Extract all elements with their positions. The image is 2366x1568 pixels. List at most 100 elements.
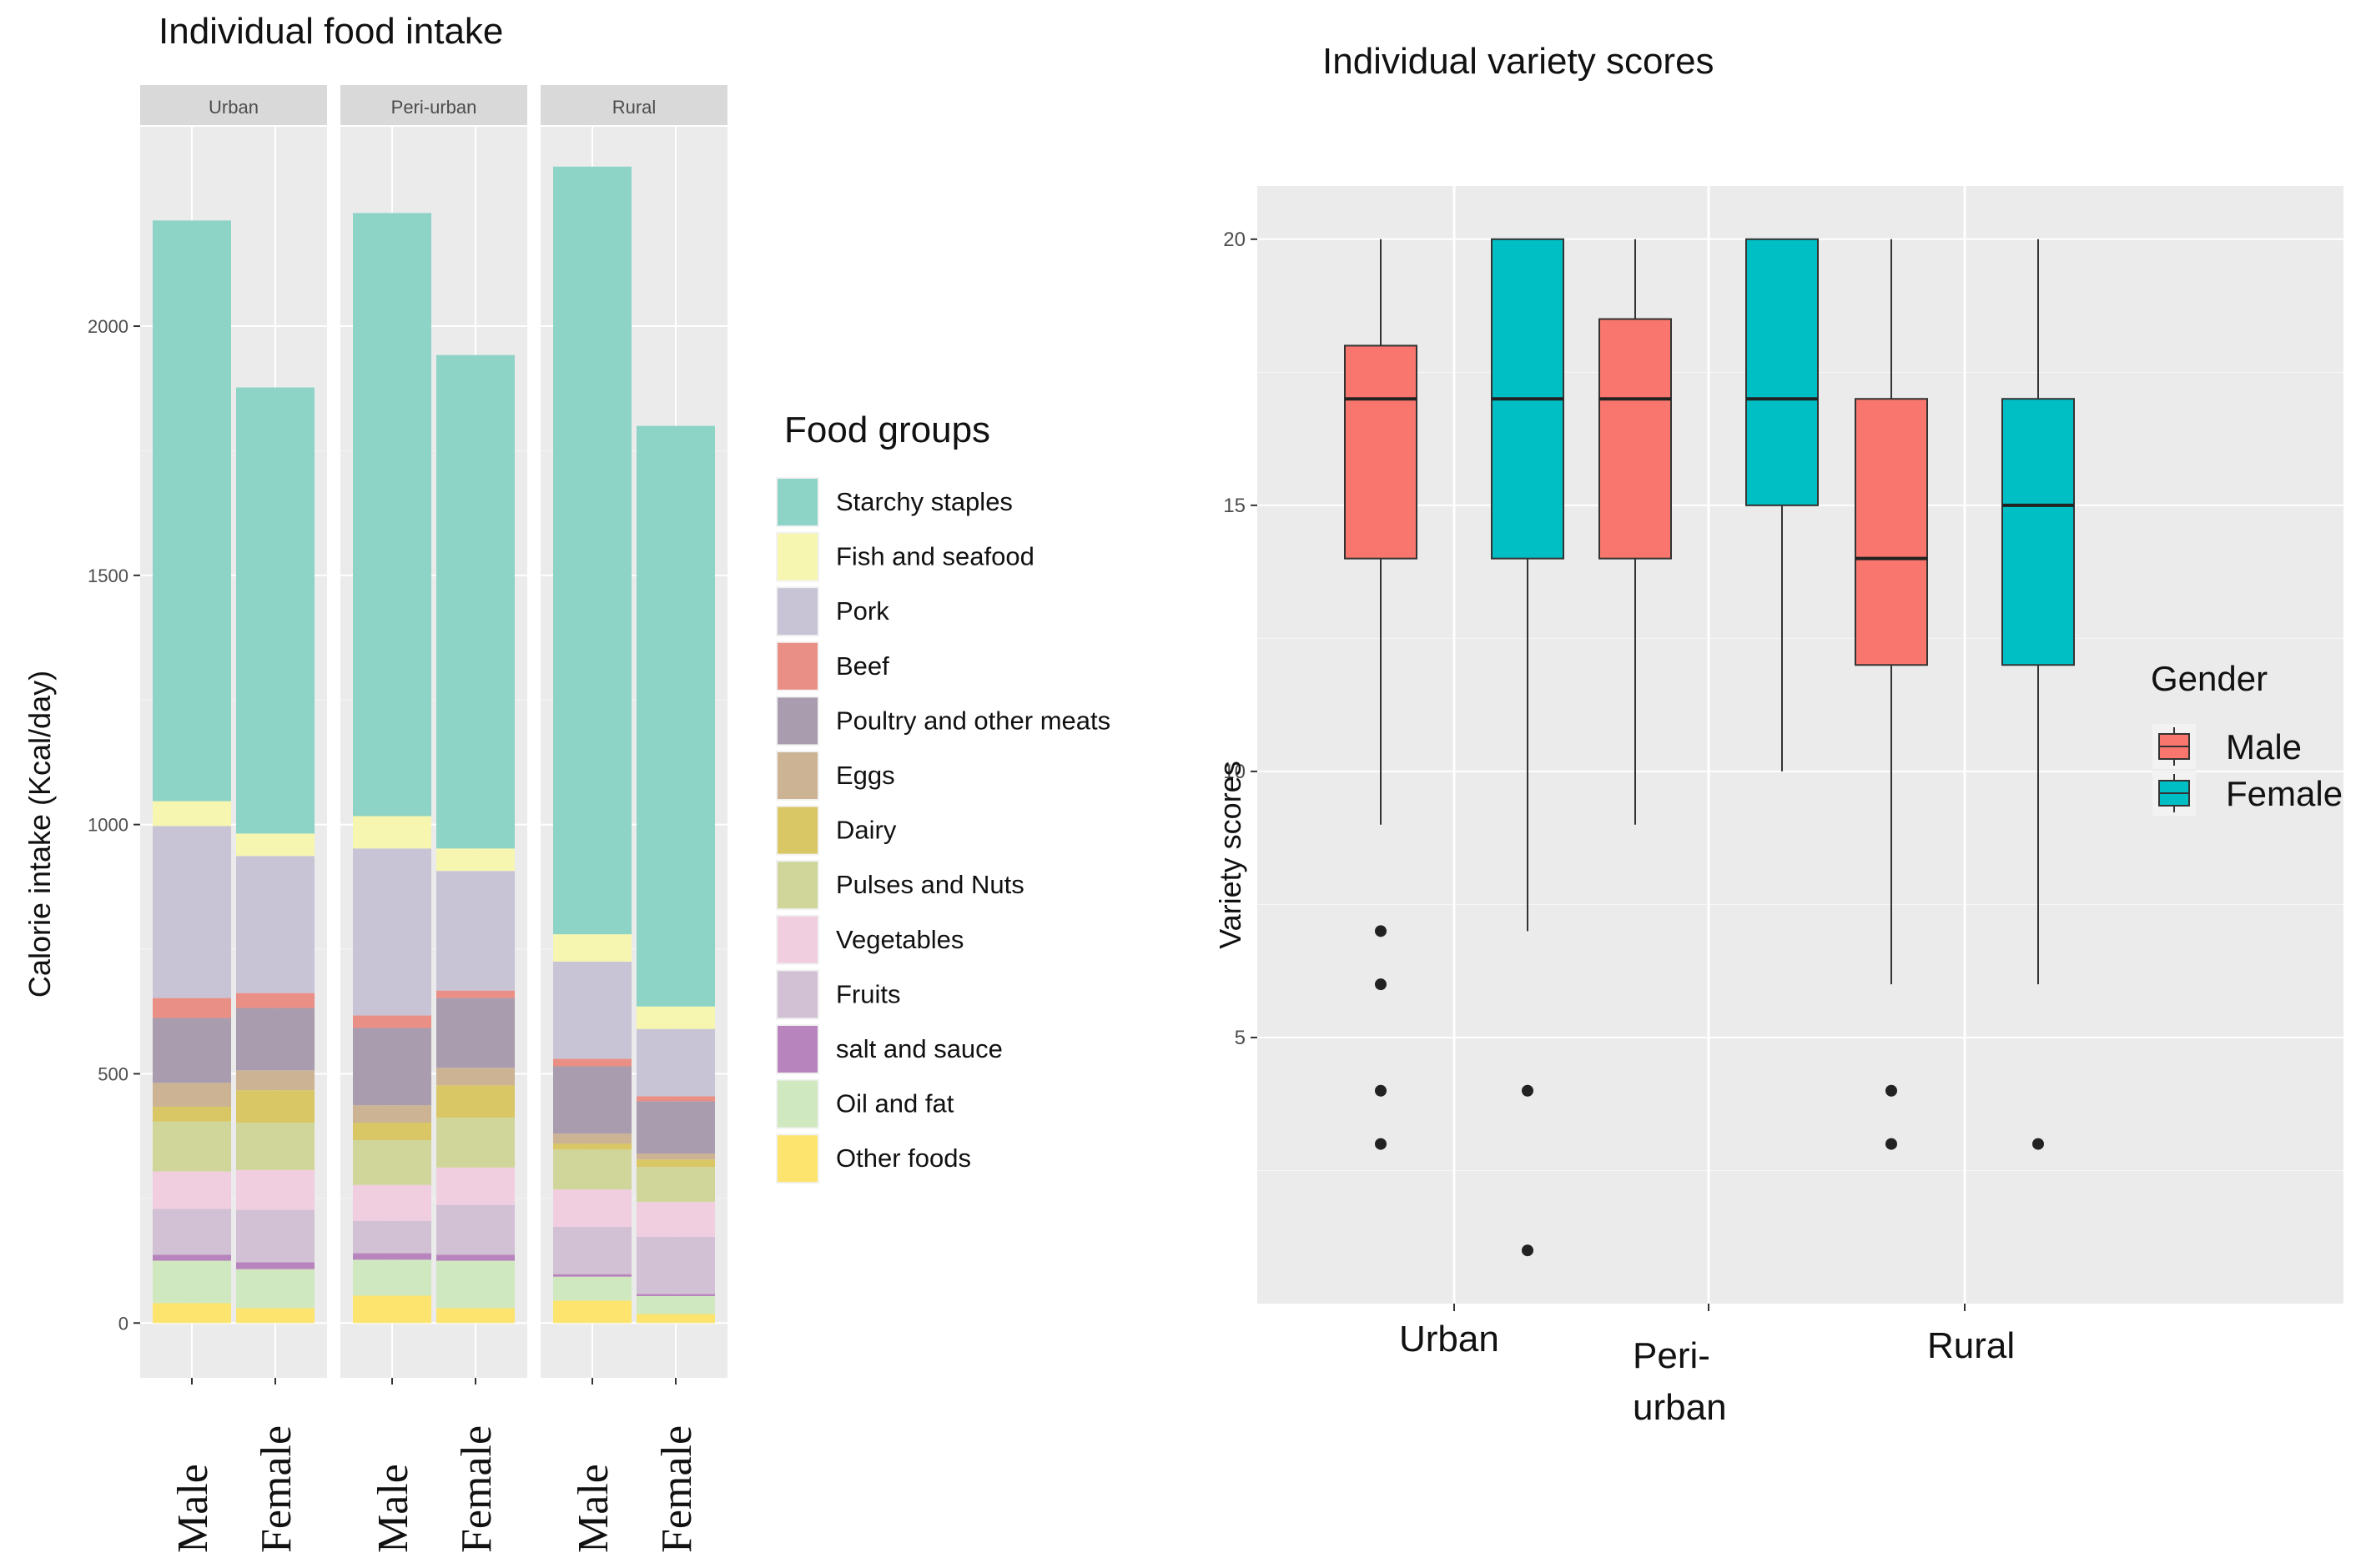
bar-segment-poultry-and-other-meats-male [553,1066,632,1134]
y-tick-label: 500 [98,1063,128,1084]
legend-item-oil-and-fat: Oil and fat [776,1078,954,1129]
y-tick-label: 15 [1223,495,1246,517]
legend-item-salt-and-sauce: salt and sauce [776,1024,1003,1074]
bar-segment-eggs-male [353,1105,431,1123]
bar-segment-pork-male [353,848,431,1016]
facet-panel-urban: Urban [140,85,327,1378]
legend-item-eggs: Eggs [776,751,895,801]
legend-swatch [778,697,818,745]
bar-segment-vegetables-female [236,1169,315,1210]
legend-label: Male [2226,727,2302,766]
legend-label: Starchy staples [836,487,1013,516]
legend-label: Eggs [836,761,895,790]
legend-swatch [778,642,818,690]
outlier-point [1885,1084,1897,1097]
x-tick-label-female: Female [653,1425,701,1553]
outlier-point [1375,925,1387,937]
bar-segment-salt-and-sauce-female [236,1262,315,1269]
legend-swatch [778,752,818,799]
box-body [2001,398,2075,666]
box-peri-urban-male [1598,239,1672,825]
bar-segment-beef-female [236,993,315,1008]
facet-strip-label: Peri-urban [391,97,477,118]
x-tick-label-rural: Rural [1927,1325,2015,1366]
legend-item-starchy-staples: Starchy staples [776,477,1013,527]
x-tick-label-male: Male [169,1464,217,1553]
legend-swatch [778,588,818,636]
legend-label: Fruits [836,979,901,1008]
bar-segment-eggs-male [153,1083,231,1107]
box-peri-urban-female [1745,238,1819,771]
legend-label: Pork [836,596,889,626]
legend-item-beef: Beef [776,641,889,691]
bar-segment-poultry-and-other-meats-male [353,1028,431,1106]
legend-item-pulses-and-nuts: Pulses and Nuts [776,860,1024,911]
facet-strip-label: Rural [612,97,657,118]
bar-segment-other-foods-female [637,1314,715,1324]
bar-segment-salt-and-sauce-male [353,1253,431,1260]
bar-segment-beef-male [353,1015,431,1028]
x-tick-label-male: Male [570,1464,617,1553]
facet-strip-label: Urban [209,97,259,118]
bar-segment-fish-and-seafood-female [637,1006,715,1029]
bar-segment-vegetables-male [353,1184,431,1221]
bar-segment-poultry-and-other-meats-male [153,1018,231,1083]
variety-y-axis-label: Variety scores [1213,761,1247,948]
legend-title: Gender [2151,659,2268,698]
facet-panel-peri-urban: Peri-urban [340,85,527,1378]
variety-scores-chart: Individual variety scores 5 10 15 20 Variet… [1213,41,2343,1428]
facet-strip [140,85,327,125]
bar-segment-eggs-female [436,1068,515,1086]
x-tick-label-peri-urban: urban [1633,1387,1727,1428]
bar-segment-pulses-and-nuts-female [637,1167,715,1203]
bar-segment-pulses-and-nuts-male [353,1139,431,1185]
bar-segment-fish-and-seafood-male [553,934,632,962]
bar-segment-salt-and-sauce-male [553,1274,632,1277]
bar-segment-eggs-female [236,1070,315,1091]
legend-label: Vegetables [836,925,964,954]
bar-segment-other-foods-male [553,1300,632,1324]
bar-segment-other-foods-female [436,1308,515,1324]
box-body [1745,238,1819,506]
bar-segment-fruits-male [553,1226,632,1274]
bar-segment-poultry-and-other-meats-female [436,998,515,1068]
legend-item-dairy: Dairy [776,805,897,856]
bar-segment-starchy-staples-female [436,354,515,849]
bar-segment-fish-and-seafood-male [353,816,431,849]
bar-segment-oil-and-fat-female [637,1295,715,1314]
bar-segment-dairy-female [436,1085,515,1118]
box-urban-male [1344,239,1417,1150]
facet-panel-rural: Rural [541,85,727,1378]
bar-segment-starchy-staples-female [637,425,715,1007]
legend-label: Fish and seafood [836,542,1034,571]
bar-segment-starchy-staples-male [153,220,231,802]
x-tick-label-female: Female [453,1425,501,1553]
bar-segment-pulses-and-nuts-male [153,1121,231,1172]
legend-label: salt and sauce [836,1034,1003,1063]
bar-segment-starchy-staples-female [236,387,315,834]
legend-label: Pulses and Nuts [836,870,1024,899]
outlier-point [1375,1138,1387,1150]
bar-segment-eggs-female [637,1153,715,1160]
bar-segment-fish-and-seafood-female [436,848,515,872]
bar-segment-oil-and-fat-male [153,1260,231,1304]
legend-swatch [778,916,818,963]
legend-label: Other foods [836,1143,971,1173]
bar-segment-other-foods-female [236,1308,315,1324]
bar-segment-vegetables-female [436,1167,515,1205]
bar-segment-fruits-male [153,1209,231,1255]
bar-segment-salt-and-sauce-female [637,1294,715,1296]
box-body [1855,398,1928,666]
legend-item-fish-and-seafood: Fish and seafood [776,531,1034,582]
bar-segment-pulses-and-nuts-male [553,1149,632,1190]
legend-item-vegetables: Vegetables [776,914,964,965]
legend-swatch [778,533,818,580]
box-rural-male [1855,239,1928,1150]
y-tick-label: 10 [1223,761,1246,783]
facet-strip [340,85,527,125]
legend-item-male: Male [2152,724,2302,769]
legend-label: Beef [836,651,889,681]
y-tick-label: 2000 [88,316,128,337]
bar-segment-fruits-female [436,1204,515,1255]
bar-segment-oil-and-fat-male [553,1276,632,1301]
